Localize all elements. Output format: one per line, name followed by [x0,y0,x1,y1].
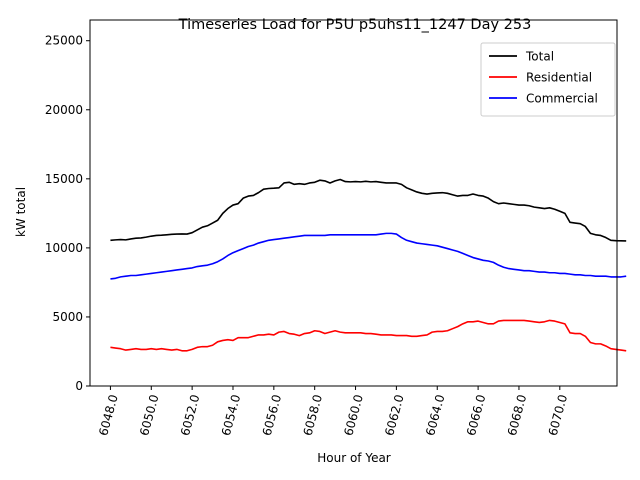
legend-label-commercial: Commercial [526,92,598,106]
series-lines [110,178,627,352]
x-tick-label: 6070.0 [546,393,570,437]
y-tick-label: 0 [75,379,83,393]
y-tick-label: 25000 [45,34,83,48]
x-axis-label: Hour of Year [317,451,391,465]
x-tick-label: 6058.0 [301,393,325,437]
series-line-residential [110,319,627,352]
x-tick-label: 6068.0 [505,393,529,437]
x-tick-label: 6060.0 [341,393,365,437]
x-tick-label: 6054.0 [219,393,243,437]
y-tick-label: 10000 [45,241,83,255]
series-line-total [110,178,627,242]
y-axis-label: kW total [14,187,28,237]
legend-label-residential: Residential [526,71,592,85]
legend: Total Residential Commercial [480,42,616,117]
x-tick-label: 6052.0 [178,393,202,437]
x-tick-label: 6056.0 [260,393,284,437]
series-line-commercial [110,232,627,280]
x-tick-label: 6050.0 [137,393,161,437]
x-tick-label: 6062.0 [382,393,406,437]
chart-title: Timeseries Load for P5U p5uhs11_1247 Day… [178,17,532,33]
x-tick-label: 6048.0 [96,393,120,437]
y-tick-label: 15000 [45,172,83,186]
y-tick-label: 5000 [52,310,83,324]
x-tick-label: 6064.0 [423,393,447,437]
y-tick-label: 20000 [45,103,83,117]
legend-label-total: Total [525,50,554,64]
plot-frame [89,19,618,387]
x-tick-label: 6066.0 [464,393,488,437]
